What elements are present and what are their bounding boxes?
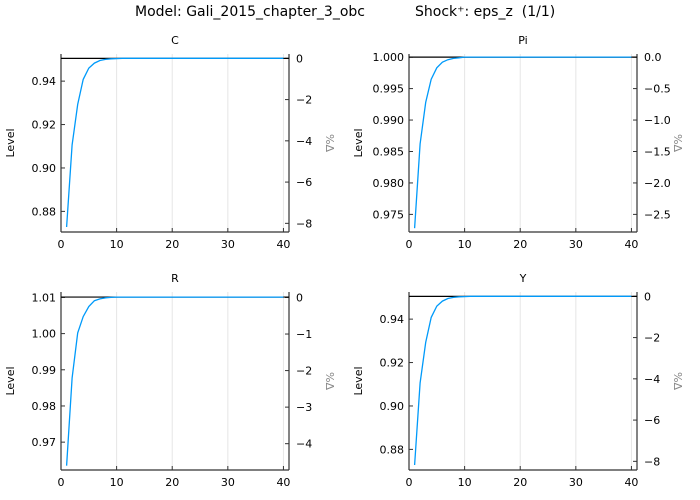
x-tick-label: 30 <box>569 238 583 251</box>
x-tick-label: 40 <box>276 238 290 251</box>
x-tick-label: 20 <box>513 238 527 251</box>
irf-series-line <box>65 296 284 466</box>
y-right-tick-label: 0 <box>644 290 651 303</box>
y-right-tick-label: −2 <box>296 365 312 378</box>
y-right-tick-label: −4 <box>296 135 312 148</box>
y-tick-label: 0.98 <box>32 400 57 413</box>
x-tick-label: 30 <box>221 476 235 489</box>
panel-title: C <box>171 34 179 47</box>
irf-series-line <box>413 56 632 229</box>
y-right-tick-label: −2.5 <box>644 208 671 221</box>
y-right-tick-label: −2 <box>644 332 660 345</box>
irf-series-line <box>413 295 632 466</box>
x-tick-label: 30 <box>221 238 235 251</box>
x-tick-label: 30 <box>569 476 583 489</box>
y-tick-label: 0.980 <box>373 177 405 190</box>
y-tick-label: 0.92 <box>32 119 57 132</box>
y-right-tick-label: −2 <box>296 94 312 107</box>
y-right-tick-label: −1 <box>296 328 312 341</box>
y-tick-label: 1.00 <box>32 328 57 341</box>
x-tick-label: 0 <box>406 476 413 489</box>
y-axis-label: Level <box>352 128 365 157</box>
x-tick-label: 10 <box>458 476 472 489</box>
y-tick-label: 0.99 <box>32 364 57 377</box>
panel-title: Pi <box>518 34 527 47</box>
y-right-tick-label: −6 <box>644 414 660 427</box>
model-title: Model: Gali_2015_chapter_3_obc <box>135 4 365 20</box>
y-tick-label: 0.94 <box>380 313 405 326</box>
y-tick-label: 0.985 <box>373 145 405 158</box>
y-right-tick-label: −4 <box>296 438 312 451</box>
y-right-tick-label: −8 <box>296 217 312 230</box>
y-right-tick-label: 0.0 <box>644 51 662 64</box>
x-tick-label: 10 <box>110 238 124 251</box>
y-axis-label: Level <box>4 366 17 395</box>
y-right-tick-label: 0 <box>296 52 303 65</box>
y-tick-label: 0.975 <box>373 208 405 221</box>
x-tick-label: 40 <box>624 238 638 251</box>
y-right-tick-label: −8 <box>644 455 660 468</box>
y-tick-label: 1.01 <box>32 291 57 304</box>
y-right-axis-label: %Δ <box>671 372 684 390</box>
y-tick-label: 0.92 <box>380 357 405 370</box>
x-tick-label: 20 <box>513 476 527 489</box>
x-tick-label: 0 <box>58 476 65 489</box>
panel-title: Y <box>519 272 527 285</box>
y-tick-label: 0.90 <box>380 400 405 413</box>
y-right-tick-label: −4 <box>644 373 660 386</box>
x-tick-label: 10 <box>110 476 124 489</box>
y-axis-label: Level <box>4 128 17 157</box>
figure-title: Model: Gali_2015_chapter_3_obc Shock⁺: e… <box>0 0 700 26</box>
y-right-tick-label: −1.5 <box>644 145 671 158</box>
panel-title: R <box>171 272 179 285</box>
panel-c: C 0 10 20 30 40 0.88 0.90 0.92 0.94 0 −2 −4 −6 −8 Level… <box>4 34 336 251</box>
y-right-tick-label: −1.0 <box>644 114 671 127</box>
irf-series-line <box>65 57 284 228</box>
y-right-tick-label: −6 <box>296 176 312 189</box>
x-tick-label: 20 <box>165 476 179 489</box>
y-tick-label: 1.000 <box>373 51 405 64</box>
y-tick-label: 0.88 <box>32 205 57 218</box>
y-right-axis-label: %Δ <box>671 134 684 152</box>
y-tick-label: 0.990 <box>373 114 405 127</box>
y-right-axis-label: %Δ <box>323 372 336 390</box>
x-tick-label: 40 <box>276 476 290 489</box>
shock-title: Shock⁺: eps_z (1/1) <box>415 4 556 20</box>
x-tick-label: 0 <box>406 238 413 251</box>
panel-y: Y 0 10 20 30 40 0.88 0.90 0.92 0.94 0 −2 −4 −6 −8 Level… <box>352 272 684 489</box>
panel-r: R 0 10 20 30 40 0.97 0.98 0.99 1.00 1.01 0 −1 −2 −3 −4 L… <box>4 272 336 489</box>
y-tick-label: 0.97 <box>32 436 57 449</box>
y-right-tick-label: −0.5 <box>644 83 671 96</box>
x-tick-label: 40 <box>624 476 638 489</box>
y-right-tick-label: −3 <box>296 401 312 414</box>
y-tick-label: 0.94 <box>32 75 57 88</box>
y-tick-label: 0.995 <box>373 83 405 96</box>
y-right-tick-label: 0 <box>296 291 303 304</box>
y-right-tick-label: −2.0 <box>644 177 671 190</box>
y-tick-label: 0.90 <box>32 162 57 175</box>
x-tick-label: 20 <box>165 238 179 251</box>
y-tick-label: 0.88 <box>380 443 405 456</box>
x-tick-label: 0 <box>58 238 65 251</box>
x-tick-label: 10 <box>458 238 472 251</box>
y-right-axis-label: %Δ <box>323 134 336 152</box>
panel-pi: Pi 0 10 20 30 40 0.975 0.980 0.985 0.990 0.995 1.00… <box>352 34 684 251</box>
y-axis-label: Level <box>352 366 365 395</box>
